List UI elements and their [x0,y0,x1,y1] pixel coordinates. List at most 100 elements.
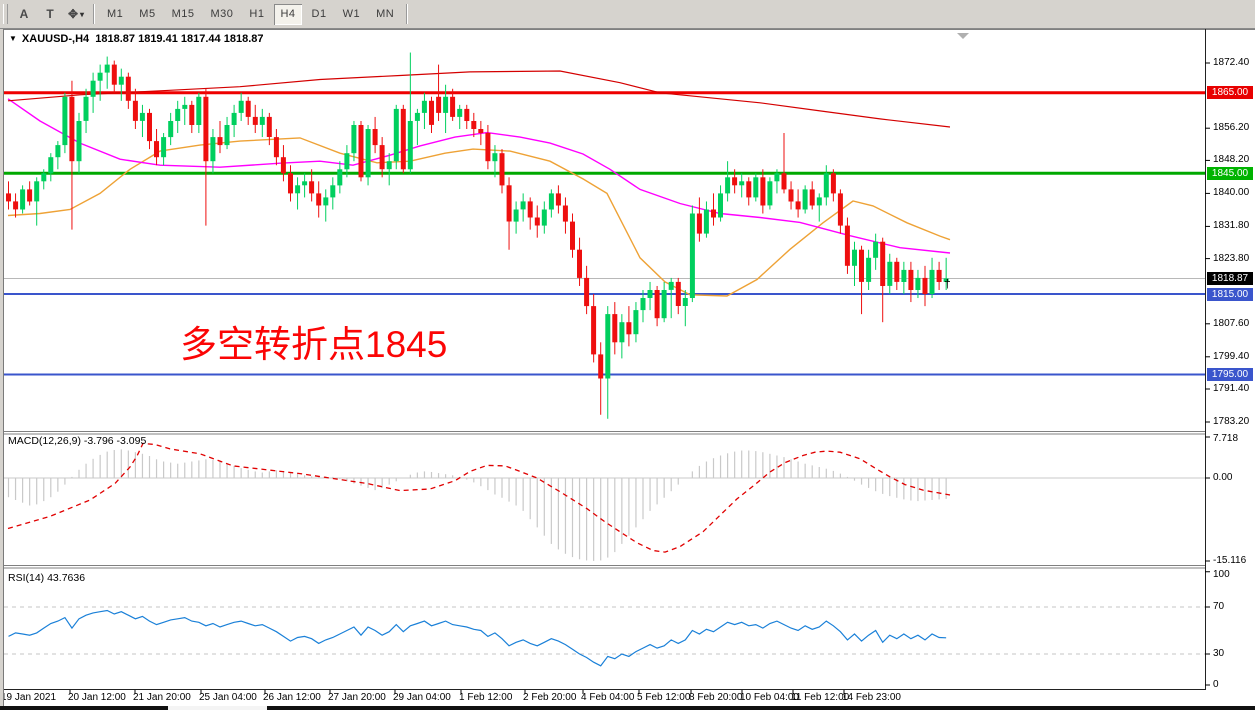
time-axis-label: 25 Jan 04:00 [199,692,257,703]
bottom-edge-gap [168,706,267,710]
candle-body-bull [20,189,26,210]
candle-body-bear [534,217,540,226]
timeframe-mn-button[interactable]: MN [376,8,395,20]
candle-body-bull [337,169,343,186]
price-axis-label-1856.20: 1856.20 [1213,122,1250,134]
timeframe-h4-button[interactable]: H4 [274,3,302,25]
timeframe-h1-button[interactable]: H1 [249,8,265,20]
candle-body-bull [492,153,498,162]
candle-body-bull [668,281,674,290]
candle-body-bear [13,201,19,210]
candle-body-bear [280,157,286,174]
time-axis-label: 14 Feb 23:00 [842,692,901,703]
candle-body-bull [175,108,181,121]
candle-body-bear [400,108,406,170]
price-badge-1818.87: 1818.87 [1207,271,1253,285]
candle-body-bull [386,161,392,170]
candle-body-bear [372,129,378,146]
candle-body-bear [795,201,801,210]
candle-body-bull [83,96,89,121]
price-badge-1815.00: 1815.00 [1207,287,1253,301]
candle-body-bear [894,261,900,282]
collapse-arrow-icon[interactable]: ▼ [9,34,17,43]
candle-body-bull [725,177,731,194]
candle-body-bull [640,298,646,311]
candle-body-bear [27,189,33,202]
price-axis-label-1823.80: 1823.80 [1213,252,1250,264]
candle-body-bear [125,76,131,101]
candle-body-bear [471,121,477,129]
chart-text-annotation[interactable]: 多空转折点1845 [180,324,448,365]
time-axis-label: 10 Feb 04:00 [740,692,799,703]
candle-body-bear [555,193,561,206]
candle-body-bear [591,306,597,355]
candle-body-bull [901,269,907,282]
candle-body-bull [873,241,879,258]
price-axis-label-1848.20: 1848.20 [1213,154,1250,166]
window-left-edge [0,29,4,706]
candle-body-bull [774,173,780,182]
candle-body-bull [887,261,893,286]
toolbar-grip[interactable] [3,4,8,24]
time-axis-label: 1 Feb 12:00 [459,692,513,703]
candle-body-bear [316,193,322,206]
timeframe-m5-button[interactable]: M5 [139,8,156,20]
dropdown-arrow-icon[interactable]: ▾ [80,9,85,19]
current-bar-marker: † [944,276,951,290]
candle-body-bear [506,185,512,222]
price-badge-1865.00: 1865.00 [1207,86,1253,100]
ma-magenta-line [7,98,951,254]
candle-body-bull [513,209,519,222]
price-axis-label-1783.20: 1783.20 [1213,416,1250,427]
candle-body-bull [323,197,329,206]
time-axis-label: 21 Jan 20:00 [133,692,191,703]
price-axis-label-1807.60: 1807.60 [1213,317,1250,329]
timeframe-w1-button[interactable]: W1 [342,8,361,20]
timeframe-m1-button[interactable]: M1 [107,8,124,20]
candle-body-bear [6,193,11,202]
label-tool-button[interactable]: A [19,7,29,21]
candle-body-bull [34,181,40,202]
candle-body-bull [718,193,723,218]
price-badge-1795.00: 1795.00 [1207,368,1253,381]
candle-body-bull [943,278,949,282]
candle-body-bear [612,314,618,343]
symbol-ohlc-text: XAUUSD-,H4 1818.87 1819.41 1817.44 1818.… [21,33,264,45]
price-chart-canvas[interactable]: † [0,29,1255,706]
candle-body-bear [358,125,364,178]
candle-body-bear [252,116,258,125]
candle-body-bull [647,290,653,298]
time-axis-label: 29 Jan 04:00 [393,692,451,703]
candle-body-bear [781,173,787,190]
timeframe-d1-button[interactable]: D1 [311,8,327,20]
candle-body-bull [915,277,921,290]
candle-body-bull [302,181,308,186]
cursor-tool-button[interactable]: ✥ ▾ [67,7,85,21]
candle-body-bull [541,209,547,226]
candle-body-bear [266,116,272,137]
candle-body-bear [450,96,456,117]
candle-body-bear [273,137,279,158]
candle-body-bear [711,209,716,218]
candle-body-bull [210,137,216,162]
candle-body-bull [739,181,745,186]
time-axis-label: 26 Jan 12:00 [263,692,321,703]
candle-body-bull [661,290,667,319]
candle-body-bear [499,153,505,186]
candle-body-bear [189,104,195,125]
candle-body-bull [330,185,336,198]
price-axis-label-1872.40: 1872.40 [1213,57,1250,68]
candle-body-bull [196,96,202,125]
timeframe-m30-button[interactable]: M30 [210,8,234,20]
candle-body-bull [118,76,124,85]
candle-body-bear [562,205,568,222]
time-axis-label: 11 Feb 12:00 [791,692,850,703]
candle-body-bear [936,269,942,282]
text-tool-button[interactable]: T [46,7,54,21]
candle-body-bull [929,269,935,294]
timeframe-m15-button[interactable]: M15 [171,8,195,20]
chart-title: ▼ XAUUSD-,H4 1818.87 1819.41 1817.44 1818… [9,33,263,45]
candle-body-bear [837,193,843,226]
macd-axis-label--15.116: -15.116 [1213,555,1247,566]
candle-body-bull [443,96,449,113]
